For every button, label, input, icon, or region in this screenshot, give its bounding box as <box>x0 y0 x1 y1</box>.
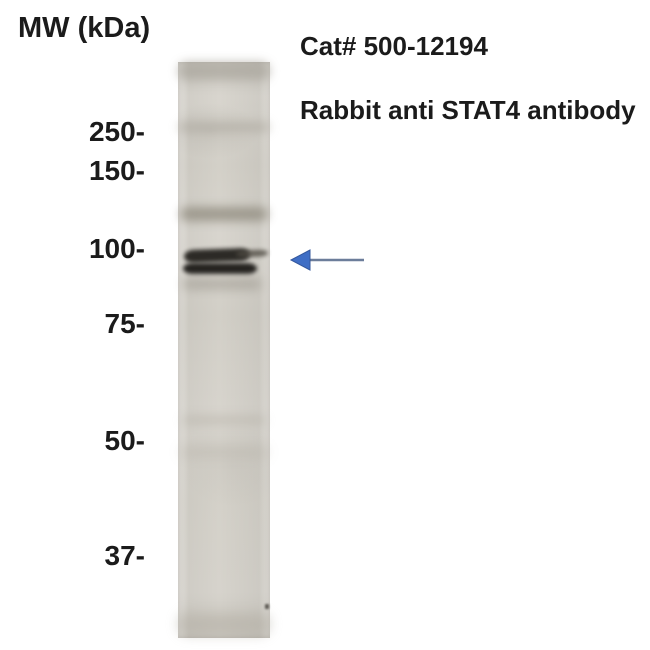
mw-marker-50: 50- <box>104 424 145 456</box>
faint-smear-55kda <box>182 416 266 424</box>
mw-marker-100: 100- <box>88 232 145 264</box>
band-arrow <box>289 249 364 271</box>
mw-marker-150: 150- <box>88 154 145 186</box>
speck <box>265 603 269 609</box>
band-diffusion <box>182 278 262 290</box>
mw-marker-250: 250- <box>88 115 145 147</box>
blot-lane <box>178 62 270 638</box>
mw-marker-37: 37- <box>104 539 145 571</box>
stat4-band-lower <box>183 262 257 274</box>
band-arrow-head <box>289 249 311 271</box>
smear-high-mw <box>178 122 270 132</box>
faint-smear-48kda <box>180 447 268 457</box>
antibody-title: Rabbit anti STAT4 antibody <box>300 95 636 125</box>
mw-marker-75: 75- <box>104 307 145 339</box>
catalog-number: Cat# 500-12194 <box>300 31 488 61</box>
stat4-band-streak <box>235 248 269 258</box>
mw-axis-label: MW (kDa) <box>18 12 151 44</box>
bottom-shadow <box>178 613 270 635</box>
top-smear <box>178 62 270 80</box>
nonspecific-band <box>180 207 268 221</box>
